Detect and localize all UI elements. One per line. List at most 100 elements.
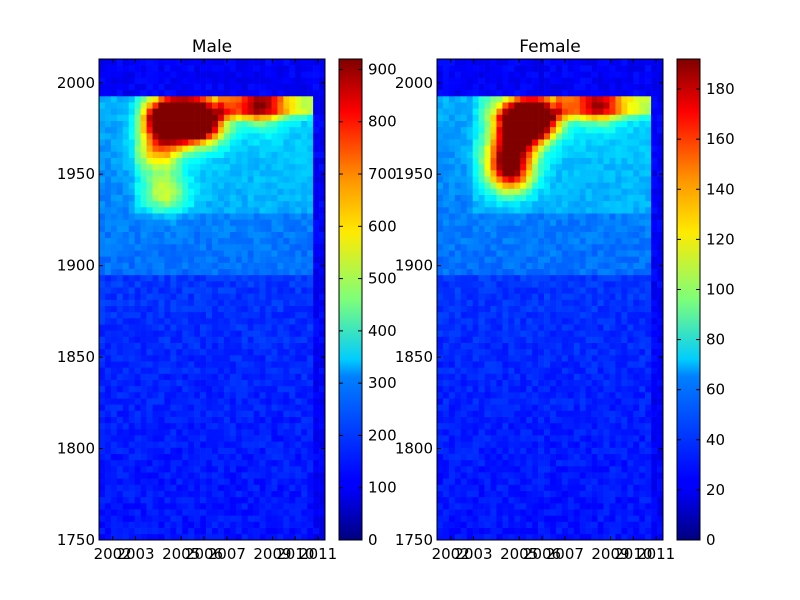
heatmap-cell <box>289 503 296 510</box>
heatmap-cell <box>520 114 527 121</box>
heatmap-cell <box>496 503 503 510</box>
heatmap-cell <box>212 422 219 430</box>
heatmap-cell <box>116 410 124 417</box>
heatmap-cell <box>110 274 118 282</box>
heatmap-cell <box>182 65 189 72</box>
heatmap-cell <box>454 281 462 288</box>
heatmap-cell <box>437 102 444 109</box>
heatmap-cell <box>538 299 545 306</box>
heatmap-cell <box>277 213 284 220</box>
heatmap-cell <box>502 342 509 350</box>
heatmap-cell <box>442 207 450 214</box>
heatmap-cell <box>223 250 231 257</box>
heatmap-cell <box>514 472 521 479</box>
heatmap-cell <box>247 200 254 208</box>
heatmap-cell <box>313 527 320 535</box>
heatmap-cell <box>146 225 153 232</box>
heatmap-cell <box>194 89 201 97</box>
heatmap-cell <box>99 114 106 121</box>
heatmap-cell <box>544 422 551 430</box>
heatmap-cell <box>313 274 320 282</box>
heatmap-cell <box>295 330 302 337</box>
heatmap-cell <box>152 515 159 522</box>
heatmap-cell <box>200 361 207 368</box>
heatmap-cell <box>448 459 456 467</box>
heatmap-cell <box>454 318 462 325</box>
heatmap-cell <box>247 281 254 288</box>
heatmap-cell <box>158 503 165 510</box>
heatmap-cell <box>295 527 302 535</box>
heatmap-cell <box>99 515 106 522</box>
heatmap-cell <box>295 355 302 362</box>
heatmap-cell <box>140 361 147 368</box>
heatmap-cell <box>579 416 586 424</box>
heatmap-cell <box>313 65 320 72</box>
heatmap-cell <box>271 114 278 121</box>
heatmap-cell <box>484 472 491 479</box>
heatmap-cell <box>460 311 468 319</box>
heatmap-cell <box>140 447 147 454</box>
heatmap-cell <box>508 373 515 380</box>
heatmap-cell <box>140 305 147 313</box>
heatmap-cell <box>319 114 326 121</box>
heatmap-cell <box>544 126 551 134</box>
heatmap-cell <box>567 521 575 528</box>
heatmap-cell <box>295 139 302 146</box>
heatmap-cell <box>104 509 112 516</box>
heatmap-cell <box>466 207 473 214</box>
heatmap-cell <box>152 330 159 337</box>
colorbar-tick-label: 300 <box>368 374 397 392</box>
heatmap-cell <box>122 484 130 491</box>
heatmap-cell <box>460 373 468 380</box>
colorbar-tick-label: 200 <box>368 426 397 444</box>
heatmap-cell <box>484 324 491 331</box>
heatmap-cell <box>472 151 479 158</box>
heatmap-cell <box>128 429 135 436</box>
heatmap-cell <box>289 194 296 202</box>
heatmap-cell <box>520 120 527 128</box>
heatmap-cell <box>319 299 326 306</box>
heatmap-cell <box>140 188 147 195</box>
heatmap-cell <box>223 176 231 183</box>
heatmap-cell <box>265 348 272 356</box>
heatmap-cell <box>158 225 165 232</box>
heatmap-cell <box>206 379 213 387</box>
heatmap-cell <box>128 170 135 177</box>
heatmap-cell <box>182 231 189 239</box>
heatmap-cell <box>550 410 557 417</box>
heatmap-cell <box>307 379 314 387</box>
heatmap-cell <box>478 447 485 454</box>
heatmap-cell <box>265 509 272 516</box>
heatmap-cell <box>235 108 243 115</box>
heatmap-cell <box>319 213 326 220</box>
heatmap-cell <box>466 355 473 362</box>
heatmap-cell <box>217 496 225 504</box>
heatmap-cell <box>182 219 189 226</box>
heatmap-cell <box>188 484 195 491</box>
heatmap-cell <box>579 139 586 146</box>
heatmap-cell <box>307 373 314 380</box>
heatmap-cell <box>520 515 527 522</box>
heatmap-cell <box>283 188 290 195</box>
heatmap-cell <box>223 262 231 269</box>
heatmap-cell <box>259 466 266 473</box>
heatmap-cell <box>271 379 278 387</box>
heatmap-cell <box>176 521 183 528</box>
heatmap-cell <box>217 59 225 66</box>
heatmap-cell <box>460 59 468 66</box>
heatmap-cell <box>164 77 171 84</box>
heatmap-cell <box>164 102 171 109</box>
heatmap-cell <box>235 348 243 356</box>
heatmap-cell <box>128 268 135 276</box>
heatmap-cell <box>229 459 237 467</box>
heatmap-cell <box>116 336 124 343</box>
heatmap-cell <box>253 188 260 195</box>
heatmap-cell <box>122 478 130 485</box>
heatmap-cell <box>241 126 248 134</box>
heatmap-cell <box>496 441 503 448</box>
heatmap-cell <box>212 83 219 91</box>
heatmap-cell <box>99 459 106 467</box>
heatmap-cell <box>502 200 509 208</box>
heatmap-cell <box>116 250 124 257</box>
heatmap-cell <box>502 163 509 171</box>
